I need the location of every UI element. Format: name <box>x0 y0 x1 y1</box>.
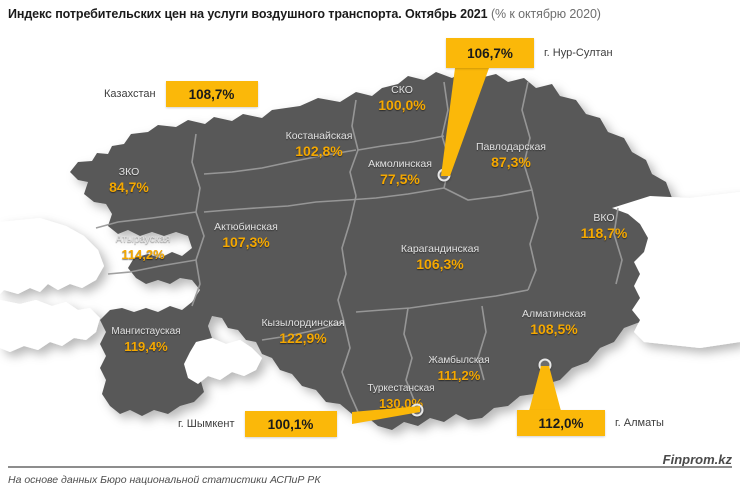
callout-value: 112,0% <box>517 410 605 436</box>
callout-label: Казахстан <box>104 88 156 100</box>
source-note: На основе данных Бюро национальной стати… <box>8 474 321 486</box>
callout-label: г. Шымкент <box>178 418 235 430</box>
marker-shymkent[interactable] <box>410 403 424 417</box>
callout-nur-sultan[interactable]: 106,7% г. Нур-Султан <box>446 38 613 68</box>
callout-label: г. Нур-Султан <box>544 47 613 59</box>
callout-value: 106,7% <box>446 38 534 68</box>
map-landmass <box>0 70 740 430</box>
callout-label: г. Алматы <box>615 417 664 429</box>
callout-value: 108,7% <box>165 81 258 107</box>
marker-almaty[interactable] <box>538 358 552 372</box>
marker-nur-sultan[interactable] <box>437 168 451 182</box>
callout-kazakhstan[interactable]: Казахстан 108,7% <box>104 81 258 107</box>
brand-logo: Finprom.kz <box>662 452 732 467</box>
callout-almaty[interactable]: 112,0% г. Алматы <box>517 410 664 436</box>
page-title-main: Индекс потребительских цен на услуги воз… <box>8 7 488 21</box>
footer-divider <box>8 466 732 468</box>
page-title: Индекс потребительских цен на услуги воз… <box>8 6 732 22</box>
callout-value: 100,1% <box>244 411 337 437</box>
page-title-subtitle: (% к октябрю 2020) <box>490 7 601 21</box>
callout-shymkent[interactable]: г. Шымкент 100,1% <box>178 411 337 437</box>
map-svg <box>0 70 740 430</box>
